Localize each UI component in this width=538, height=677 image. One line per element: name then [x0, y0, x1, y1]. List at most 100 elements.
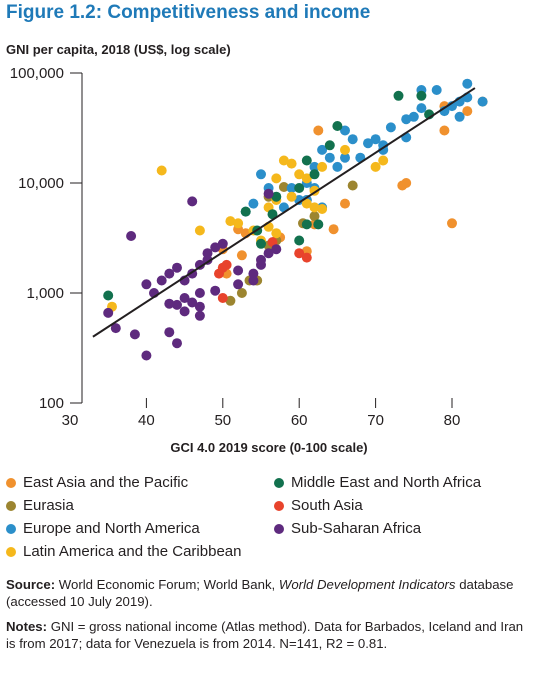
point-s6-3 [164, 327, 175, 338]
point-s2-12 [385, 122, 396, 133]
point-s2-10 [408, 111, 419, 122]
point-s6-27 [233, 279, 244, 290]
y-axis-label: GNI per capita, 2018 (US$, log scale) [6, 42, 231, 57]
point-s6-0 [126, 231, 137, 241]
y-tick-label-3: 100,000 [10, 65, 64, 82]
source-label: Source: [6, 577, 56, 592]
point-s4-12 [294, 235, 305, 246]
point-s0-17 [236, 250, 247, 261]
trendline [92, 87, 476, 338]
point-s6-26 [210, 285, 221, 296]
x-tick-label-3: 60 [291, 412, 308, 429]
point-s2-33 [256, 169, 266, 180]
point-s6-23 [210, 242, 221, 253]
point-s2-0 [462, 78, 473, 89]
point-s3-20 [194, 225, 205, 236]
point-s3-14 [317, 204, 328, 214]
point-s3-23 [294, 169, 305, 180]
point-s4-5 [301, 155, 312, 166]
point-s4-8 [294, 183, 305, 193]
source-text: World Economic Forum; World Bank, [55, 577, 279, 592]
y-tick-label-0: 100 [39, 395, 64, 412]
point-s3-0 [156, 165, 167, 176]
point-s2-1 [431, 85, 442, 95]
point-s6-29 [248, 268, 259, 279]
point-s6-6 [129, 329, 140, 340]
point-s0-5 [439, 125, 450, 136]
point-s2-23 [317, 144, 328, 155]
x-tick-label-4: 70 [367, 412, 384, 429]
point-s5-3 [221, 259, 232, 270]
point-s6-22 [202, 248, 213, 259]
point-s6-14 [194, 310, 205, 321]
point-s6-4 [172, 338, 182, 349]
point-s6-9 [141, 279, 152, 290]
point-s1-1 [278, 182, 289, 192]
point-s4-6 [309, 169, 320, 180]
notes-text: GNI = gross national income (Atlas metho… [6, 619, 524, 651]
point-s2-24 [309, 161, 320, 172]
point-s5-6 [301, 252, 312, 263]
point-s6-36 [187, 297, 198, 308]
point-s2-15 [370, 134, 381, 145]
point-s0-1 [447, 218, 457, 229]
point-s6-13 [179, 306, 190, 317]
point-s6-5 [110, 323, 121, 334]
point-s3-6 [378, 155, 389, 166]
point-s2-18 [340, 125, 350, 136]
point-s6-20 [194, 259, 205, 270]
legend-label-4: Middle East and North Africa [291, 474, 482, 491]
point-s6-2 [141, 350, 152, 361]
point-s3-21 [233, 218, 244, 229]
point-s4-13 [313, 219, 324, 230]
point-s6-12 [172, 299, 182, 310]
point-s6-25 [194, 288, 205, 298]
legend-dot-3 [6, 546, 16, 557]
x-tick-label-0: 30 [62, 412, 79, 429]
point-s4-4 [324, 140, 335, 151]
legend-label-5: South Asia [291, 497, 363, 514]
legend: East Asia and the Pacific Middle East and… [4, 474, 534, 566]
point-s0-8 [340, 198, 350, 209]
notes-note: Notes: GNI = gross national income (Atla… [6, 618, 532, 652]
point-s0-9 [328, 224, 339, 235]
point-s2-7 [454, 111, 465, 122]
point-s6-31 [256, 254, 266, 265]
point-s2-17 [347, 134, 358, 145]
legend-label-0: East Asia and the Pacific [23, 474, 189, 491]
point-s6-16 [164, 268, 175, 279]
legend-dot-5 [274, 500, 284, 511]
point-s3-19 [225, 216, 236, 227]
point-s4-9 [267, 209, 278, 220]
legend-item-1: Eurasia [6, 497, 74, 514]
point-s2-22 [324, 152, 335, 163]
x-tick-label-5: 80 [444, 412, 461, 429]
point-s4-14 [301, 219, 312, 230]
point-s3-2 [286, 158, 297, 169]
point-s5-5 [294, 248, 305, 259]
point-s6-34 [263, 188, 274, 199]
point-s2-35 [248, 198, 259, 209]
point-s3-5 [340, 144, 350, 155]
legend-label-6: Sub-Saharan Africa [291, 520, 422, 537]
point-s2-11 [401, 114, 412, 125]
point-s6-15 [194, 301, 205, 312]
point-s4-7 [271, 191, 282, 202]
legend-dot-1 [6, 500, 16, 511]
point-s6-11 [164, 298, 175, 309]
point-s1-0 [347, 180, 358, 191]
point-s6-33 [271, 244, 282, 255]
y-tick-label-1: 1,000 [26, 285, 64, 302]
point-s5-4 [217, 293, 228, 303]
legend-item-2: Europe and North America [6, 520, 200, 537]
point-s4-0 [393, 90, 404, 101]
point-s1-10 [236, 288, 247, 298]
point-s6-35 [179, 293, 190, 303]
point-s6-32 [263, 248, 274, 259]
notes-label: Notes: [6, 619, 48, 634]
point-s3-15 [271, 228, 282, 239]
legend-label-3: Latin America and the Caribbean [23, 543, 242, 560]
point-s3-7 [370, 161, 381, 172]
point-s3-1 [278, 155, 289, 166]
y-tick-label-2: 10,000 [18, 175, 64, 192]
